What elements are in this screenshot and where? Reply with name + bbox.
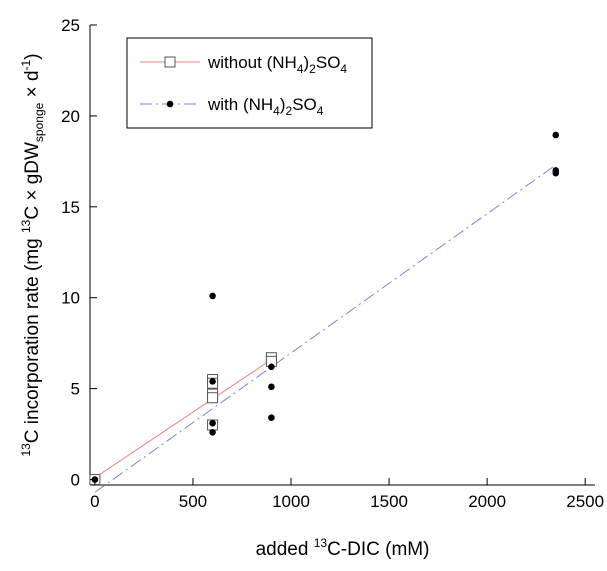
fit-line-without [94, 359, 272, 479]
fit-line-with [94, 164, 557, 493]
y-tick-label: 15 [61, 198, 80, 217]
data-markers [89, 131, 560, 486]
y-tick-label: 20 [61, 107, 80, 126]
y-tick-label: 25 [61, 16, 80, 35]
legend-label: with (NH4)2SO4 [207, 95, 324, 118]
data-point-with [268, 383, 275, 391]
x-axis-label: added 13C-DIC (mM) [256, 536, 430, 560]
x-tick-label: 0 [90, 492, 99, 511]
y-axis-label: 13C incorporation rate (mg 13C × gDWspon… [19, 53, 46, 456]
data-point-with [209, 378, 216, 385]
legend: without (NH4)2SO4 with (NH4)2SO4 [126, 37, 373, 129]
y-tick-label: 0 [71, 471, 80, 490]
data-point-with [209, 428, 216, 436]
legend-box [126, 37, 373, 129]
x-tick-label: 1500 [370, 492, 408, 511]
legend-label: without (NH4)2SO4 [207, 53, 347, 76]
legend-marker [164, 56, 176, 68]
data-point-with [552, 131, 560, 139]
axis-ticks: 0 500 1000 1500 2000 2500 0 5 10 15 20 25 [61, 16, 604, 511]
x-tick-label: 500 [179, 492, 207, 511]
data-point-with [552, 169, 560, 177]
x-tick-label: 1000 [272, 492, 310, 511]
y-tick-label: 10 [61, 289, 80, 308]
x-tick-label: 2000 [468, 492, 506, 511]
data-point-with [268, 363, 275, 371]
data-point-with [268, 414, 275, 422]
data-point-with [209, 419, 216, 427]
data-point-with [209, 292, 216, 300]
legend-marker [166, 100, 174, 108]
y-tick-label: 5 [71, 380, 80, 399]
plot-frame [89, 25, 595, 486]
x-tick-label: 2500 [566, 492, 604, 511]
data-point-without [207, 392, 219, 404]
fit-lines [94, 164, 557, 493]
